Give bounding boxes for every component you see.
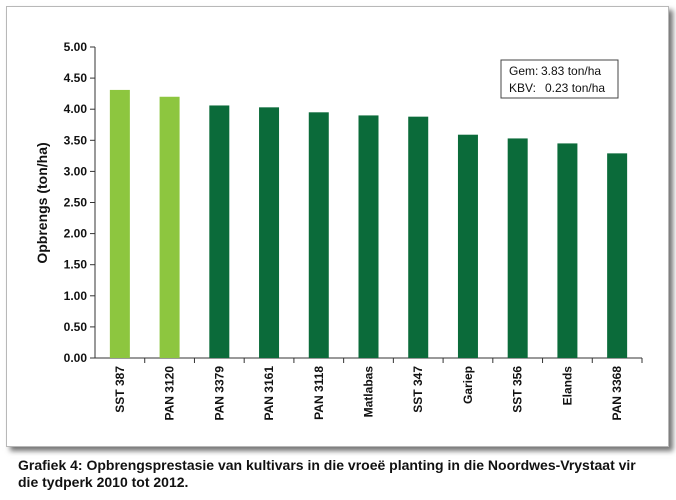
- y-axis-title: Opbrengs (ton/ha): [34, 142, 50, 263]
- category-label: PAN 3161: [262, 366, 276, 421]
- y-tick-label: 2.50: [64, 196, 88, 210]
- category-label: Elands: [560, 366, 574, 406]
- y-tick-label: 4.00: [64, 102, 88, 116]
- figure-caption: Grafiek 4: Opbrengsprestasie van kultiva…: [18, 457, 636, 490]
- mean-label: Gem:: [509, 64, 538, 78]
- bar: [557, 143, 578, 358]
- bar: [358, 115, 379, 358]
- y-tick-label: 3.00: [64, 164, 88, 178]
- category-label: SST 387: [113, 366, 127, 413]
- bars: [109, 89, 628, 358]
- bar: [159, 96, 180, 358]
- mean-value: 3.83 ton/ha: [541, 64, 601, 78]
- bar: [457, 134, 478, 358]
- category-label: Matlabas: [362, 366, 376, 418]
- stats-box-border: [500, 59, 619, 99]
- category-label: PAN 3118: [312, 366, 326, 420]
- bar: [507, 138, 528, 358]
- bar: [308, 112, 329, 358]
- y-ticks: 0.00 0.50 1.00 1.50 2.00 2.50 3.00 3.50 4.00 4.50…: [64, 40, 95, 365]
- y-tick-label: 0.50: [64, 320, 88, 334]
- bar: [408, 116, 429, 358]
- y-tick-label: 2.00: [64, 227, 88, 241]
- bar: [209, 105, 230, 358]
- category-label: SST 347: [411, 366, 425, 413]
- y-tick-label: 3.50: [64, 133, 88, 147]
- category-label: SST 356: [511, 366, 525, 413]
- y-tick-label: 5.00: [64, 40, 88, 54]
- y-tick-label: 0.00: [64, 351, 88, 365]
- bar: [607, 153, 628, 358]
- category-label: PAN 3120: [163, 366, 177, 421]
- y-tick-label: 4.50: [64, 71, 88, 85]
- stats-box: Gem: 3.83 ton/ha KBV: 0.23 ton/ha: [500, 59, 619, 99]
- bar: [259, 107, 280, 358]
- y-tick-label: 1.00: [64, 289, 88, 303]
- category-label: Gariep: [461, 366, 475, 404]
- lsd-value: 0.23 ton/ha: [545, 81, 605, 95]
- category-labels: SST 387 PAN 3120 PAN 3379 PAN 3161 PAN 3118 M…: [113, 358, 643, 421]
- bar-chart: 0.00 0.50 1.00 1.50 2.00 2.50 3.00 3.50 4.00 4.50…: [34, 40, 643, 421]
- category-label: PAN 3368: [610, 366, 624, 421]
- category-label: PAN 3379: [212, 366, 226, 421]
- lsd-label: KBV:: [509, 81, 536, 95]
- y-tick-label: 1.50: [64, 258, 88, 272]
- bar: [109, 89, 130, 358]
